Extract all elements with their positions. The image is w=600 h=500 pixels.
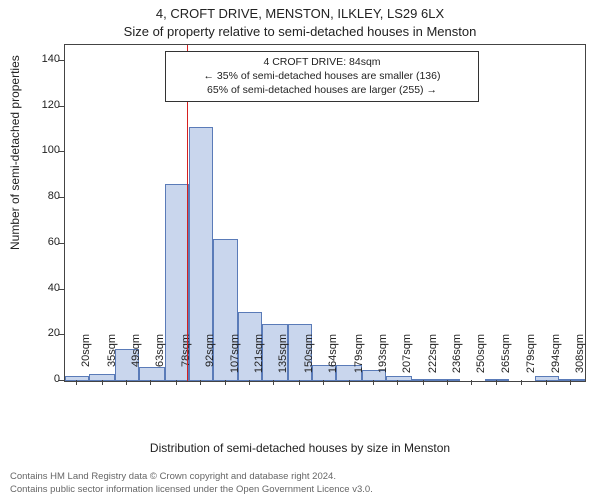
x-tick-mark (150, 380, 151, 385)
y-tick-label: 20 (30, 327, 60, 339)
x-tick-label: 92sqm (204, 334, 216, 384)
x-tick-label: 294sqm (550, 334, 562, 384)
x-tick-label: 20sqm (80, 334, 92, 384)
footer-attribution: Contains HM Land Registry data © Crown c… (10, 471, 590, 496)
x-tick-mark (323, 380, 324, 385)
y-tick-mark (59, 197, 64, 198)
x-tick-mark (299, 380, 300, 385)
y-tick-mark (59, 289, 64, 290)
x-tick-label: 135sqm (277, 334, 289, 384)
x-tick-label: 179sqm (353, 334, 365, 384)
infobox-line1: 4 CROFT DRIVE: 84sqm (172, 55, 472, 69)
x-tick-label: 279sqm (525, 334, 537, 384)
x-tick-mark (349, 380, 350, 385)
x-tick-mark (200, 380, 201, 385)
x-tick-mark (126, 380, 127, 385)
x-tick-mark (76, 380, 77, 385)
x-tick-mark (176, 380, 177, 385)
x-tick-label: 150sqm (303, 334, 315, 384)
y-tick-mark (59, 380, 64, 381)
x-tick-label: 49sqm (130, 334, 142, 384)
x-tick-label: 63sqm (154, 334, 166, 384)
x-tick-label: 236sqm (451, 334, 463, 384)
y-axis-label: Number of semi-detached properties (8, 55, 22, 250)
y-tick-mark (59, 243, 64, 244)
x-tick-label: 121sqm (253, 334, 265, 384)
x-tick-mark (546, 380, 547, 385)
y-tick-label: 60 (30, 236, 60, 248)
x-tick-mark (102, 380, 103, 385)
chart-container: 4, CROFT DRIVE, MENSTON, ILKLEY, LS29 6L… (0, 0, 600, 500)
reference-infobox: 4 CROFT DRIVE: 84sqm ← 35% of semi-detac… (165, 51, 479, 102)
x-tick-label: 222sqm (427, 334, 439, 384)
x-tick-label: 265sqm (500, 334, 512, 384)
x-tick-mark (225, 380, 226, 385)
x-tick-mark (373, 380, 374, 385)
x-tick-label: 78sqm (180, 334, 192, 384)
x-tick-mark (570, 380, 571, 385)
y-tick-mark (59, 106, 64, 107)
y-tick-mark (59, 334, 64, 335)
x-tick-label: 207sqm (401, 334, 413, 384)
x-tick-mark (521, 380, 522, 385)
y-tick-label: 40 (30, 282, 60, 294)
y-tick-label: 80 (30, 190, 60, 202)
infobox-line2: ← 35% of semi-detached houses are smalle… (172, 69, 472, 83)
x-tick-mark (496, 380, 497, 385)
x-tick-mark (471, 380, 472, 385)
infobox-line3: 65% of semi-detached houses are larger (… (172, 83, 472, 97)
footer-line1: Contains HM Land Registry data © Crown c… (10, 471, 590, 483)
x-tick-label: 164sqm (327, 334, 339, 384)
chart-title-line1: 4, CROFT DRIVE, MENSTON, ILKLEY, LS29 6L… (0, 6, 600, 21)
x-tick-label: 308sqm (574, 334, 586, 384)
footer-line2: Contains public sector information licen… (10, 484, 590, 496)
x-tick-mark (423, 380, 424, 385)
y-tick-mark (59, 151, 64, 152)
plot-area: 4 CROFT DRIVE: 84sqm ← 35% of semi-detac… (64, 44, 586, 382)
y-tick-label: 120 (30, 99, 60, 111)
chart-title-line2: Size of property relative to semi-detach… (0, 24, 600, 39)
x-tick-label: 107sqm (229, 334, 241, 384)
x-tick-label: 35sqm (106, 334, 118, 384)
x-tick-label: 250sqm (475, 334, 487, 384)
x-tick-mark (447, 380, 448, 385)
y-tick-label: 0 (30, 373, 60, 385)
x-tick-mark (273, 380, 274, 385)
y-tick-label: 140 (30, 53, 60, 65)
x-tick-mark (249, 380, 250, 385)
x-tick-label: 193sqm (377, 334, 389, 384)
x-tick-mark (397, 380, 398, 385)
x-axis-label: Distribution of semi-detached houses by … (0, 441, 600, 455)
y-tick-mark (59, 60, 64, 61)
y-tick-label: 100 (30, 144, 60, 156)
